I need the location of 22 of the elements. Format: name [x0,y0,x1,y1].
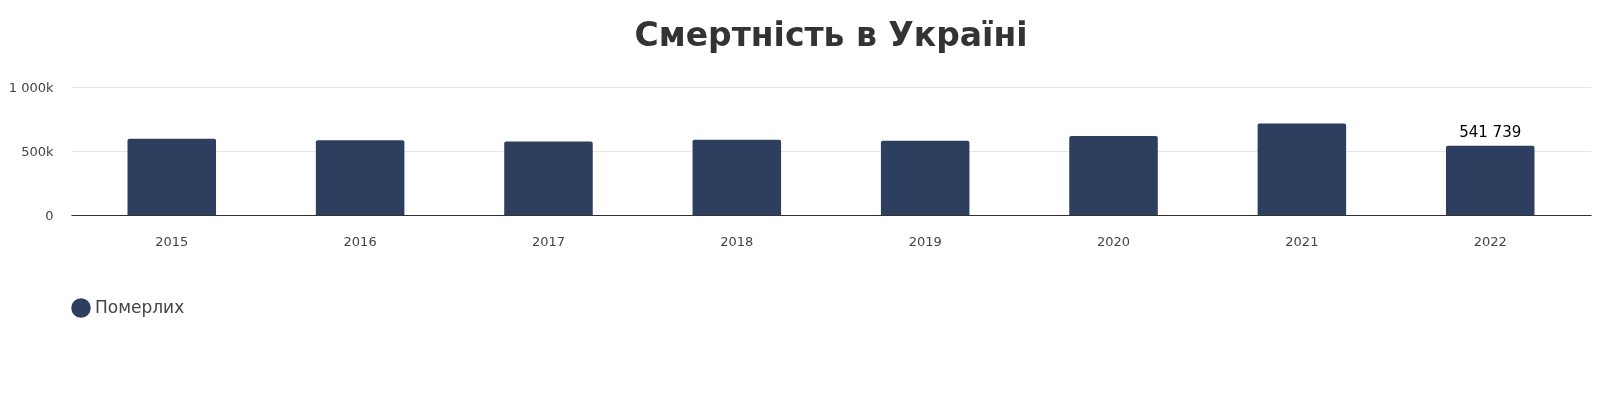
bar [315,140,405,215]
x-tick-label: 2016 [343,233,377,249]
x-tick-label: 2018 [720,233,754,249]
bar [692,139,782,215]
legend-label: Померлих [95,297,185,317]
bar [504,141,593,215]
x-tick-label: 2017 [531,233,566,249]
bar [1257,123,1347,215]
data-label: 541 739 [1459,122,1522,141]
bar [1445,145,1535,215]
bar [880,140,970,215]
bar [127,138,217,215]
y-tick-label: 1 000k [8,79,54,95]
bar [1069,136,1158,215]
x-tick-label: 2020 [1096,233,1131,249]
y-tick-label: 0 [45,207,54,223]
x-tick-label: 2015 [155,233,189,249]
x-tick-label: 2021 [1285,233,1319,249]
x-tick-label: 2022 [1473,233,1507,249]
chart-title: Смертність в Україні [634,15,1028,54]
x-tick-label: 2019 [908,233,942,249]
y-tick-label: 500k [21,143,54,159]
